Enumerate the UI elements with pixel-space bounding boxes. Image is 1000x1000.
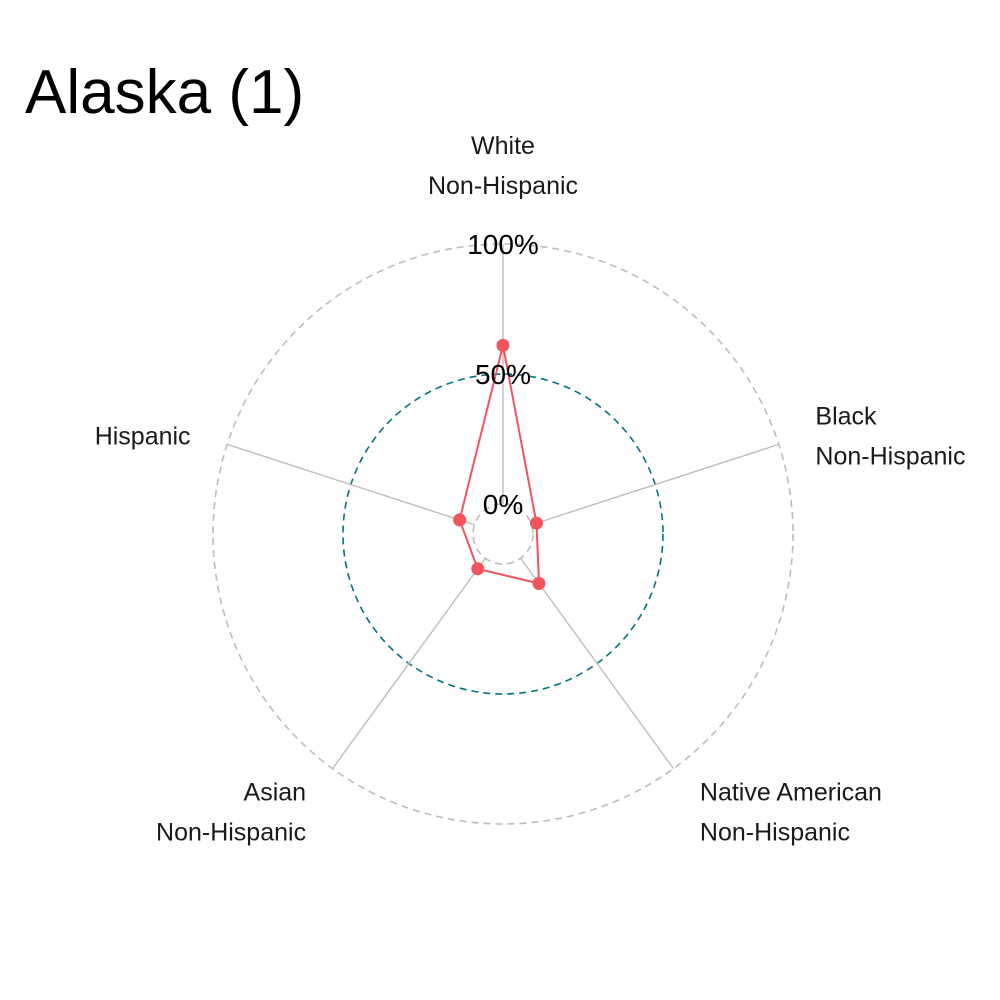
data-point-native [532,577,546,591]
data-point-black [529,516,543,530]
grid-layer [212,243,794,825]
grid-circle-100 [212,243,794,825]
grid-circle-0 [472,503,534,565]
axis-label-white-line-0: White [471,132,535,160]
axis-label-asian: Asian Non-Hispanic [156,778,306,846]
axis-label-hispanic: Hispanic [95,423,191,451]
level-label-layer: 0% 50% 100% [467,229,539,520]
axis-label-native-line-1: Non-Hispanic [700,818,850,846]
level-label-0: 0% [483,489,523,520]
series-layer [453,338,546,591]
axis-label-black-line-0: Black [815,403,877,431]
axis-label-native-line-0: Native American [700,778,882,806]
data-point-hispanic [453,513,467,527]
series-line-0 [458,345,541,585]
data-point-white [496,338,510,352]
axis-label-black: Black Non-Hispanic [815,403,965,471]
axis-label-hispanic-line-0: Hispanic [95,423,191,451]
data-point-asian [471,562,485,576]
grid-circle-50 [342,373,664,695]
axis-label-asian-line-1: Non-Hispanic [156,818,306,846]
level-label-100: 100% [467,229,539,260]
axis-label-native: Native American Non-Hispanic [700,778,882,846]
spoke-black [531,443,780,526]
axis-label-asian-line-0: Asian [244,778,307,806]
axis-label-black-line-1: Non-Hispanic [815,443,965,471]
spoke-hispanic [226,443,475,526]
axis-label-white-line-1: Non-Hispanic [428,172,578,200]
chart-title: Alaska (1) [25,58,305,127]
axis-label-white: White Non-Hispanic [428,132,578,200]
spoke-asian [331,557,486,770]
spoke-layer [226,244,780,770]
spoke-native [520,557,675,770]
level-label-50: 50% [475,359,531,390]
